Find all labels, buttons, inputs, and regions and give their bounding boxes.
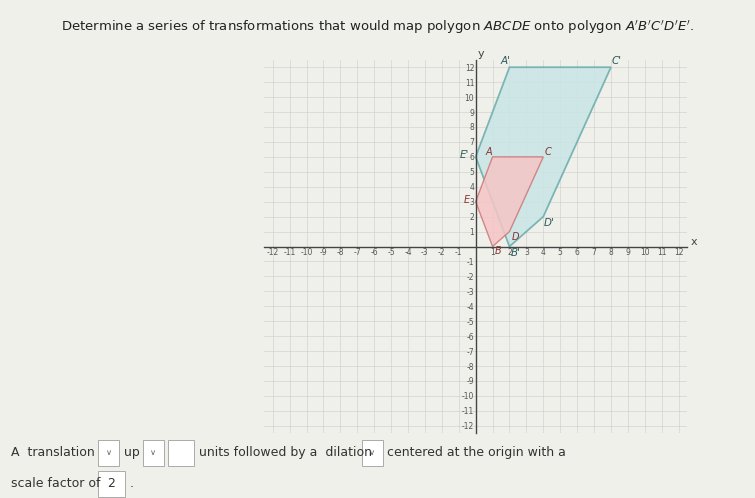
Polygon shape bbox=[476, 157, 544, 247]
Text: D': D' bbox=[544, 218, 555, 229]
Text: C: C bbox=[545, 147, 552, 157]
Text: ∨: ∨ bbox=[150, 448, 156, 457]
Polygon shape bbox=[476, 67, 611, 247]
Text: E: E bbox=[464, 195, 470, 205]
Text: up: up bbox=[124, 446, 140, 459]
Text: ∨: ∨ bbox=[369, 448, 375, 457]
Text: ∨: ∨ bbox=[106, 448, 112, 457]
FancyBboxPatch shape bbox=[362, 440, 383, 466]
Text: E': E' bbox=[460, 150, 470, 160]
Text: y: y bbox=[477, 49, 484, 59]
Text: centered at the origin with a: centered at the origin with a bbox=[387, 446, 566, 459]
Text: B: B bbox=[495, 246, 502, 256]
Text: C': C' bbox=[612, 56, 622, 66]
Text: Determine a series of transformations that would map polygon $ABCDE$ onto polygo: Determine a series of transformations th… bbox=[60, 18, 695, 36]
Text: A: A bbox=[485, 147, 492, 157]
Text: D: D bbox=[512, 232, 519, 242]
Text: units followed by a  dilation: units followed by a dilation bbox=[199, 446, 372, 459]
FancyBboxPatch shape bbox=[98, 440, 119, 466]
FancyBboxPatch shape bbox=[98, 471, 125, 497]
Text: A': A' bbox=[501, 56, 510, 66]
FancyBboxPatch shape bbox=[143, 440, 164, 466]
Text: x: x bbox=[691, 237, 697, 247]
Text: B': B' bbox=[510, 248, 520, 258]
Text: 2: 2 bbox=[107, 477, 116, 490]
Text: A  translation: A translation bbox=[11, 446, 95, 459]
Text: .: . bbox=[130, 477, 134, 490]
FancyBboxPatch shape bbox=[168, 440, 194, 466]
Text: scale factor of: scale factor of bbox=[11, 477, 101, 490]
